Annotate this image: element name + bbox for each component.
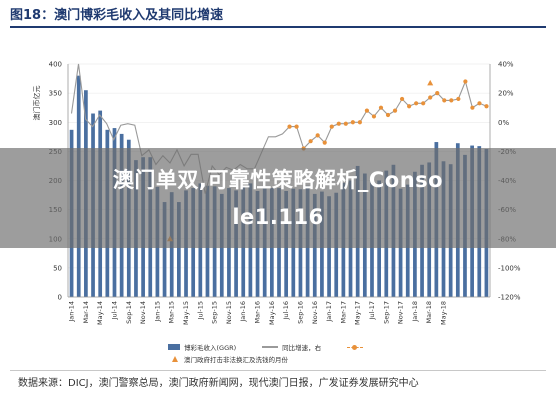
x-tick-label: Nov-17 bbox=[397, 301, 405, 324]
yoy-point bbox=[442, 98, 447, 103]
yoy-point bbox=[350, 120, 355, 125]
x-tick-label: Jul-16 bbox=[282, 301, 290, 320]
yoy-point bbox=[484, 104, 489, 109]
source-note: 数据来源：DICJ，澳门警察总局，澳门政府新闻网，现代澳门日报，广发证券发展研究… bbox=[18, 378, 419, 389]
yoy-point bbox=[378, 105, 384, 110]
y-axis-label: 澳门币亿元 bbox=[32, 86, 41, 121]
yoy-point bbox=[407, 104, 412, 109]
x-tick-label: May-18 bbox=[440, 301, 448, 325]
yoy-point bbox=[343, 121, 348, 126]
x-tick-label: Jan-18 bbox=[411, 301, 419, 323]
yoy-point bbox=[371, 114, 377, 119]
x-tick-label: Mar-18 bbox=[425, 301, 433, 323]
yoy-point bbox=[463, 79, 468, 84]
x-tick-label: Jul-14 bbox=[110, 301, 118, 320]
legend-item-yoy: 同比增速，右 bbox=[262, 342, 321, 352]
yoy-point bbox=[470, 105, 475, 110]
legend-item-event: 澳门政府打击非法换汇及洗钱的月份 bbox=[168, 354, 288, 364]
legend-triangle-icon bbox=[172, 356, 178, 362]
legend: 博彩毛收入(GGR) 同比增速，右 澳门政府打击非法换汇及洗钱的月份 bbox=[168, 341, 468, 365]
yoy-point bbox=[392, 108, 398, 113]
x-tick-label: Jan-14 bbox=[68, 301, 76, 323]
axes: 40035030025020015010050040%20%0%-20%-40%… bbox=[49, 61, 521, 325]
yoy-point bbox=[315, 133, 320, 138]
legend-label-yoy: 同比增速，右 bbox=[282, 344, 322, 352]
yoy-point bbox=[421, 101, 426, 106]
x-tick-label: May-15 bbox=[182, 301, 190, 325]
x-tick-label: Mar-17 bbox=[339, 301, 347, 323]
legend-bar-swatch bbox=[168, 344, 180, 350]
bar bbox=[162, 202, 167, 297]
y-tick-label: 50 bbox=[53, 264, 62, 272]
y-tick-label: 300 bbox=[49, 119, 62, 127]
banner-text-line1: 澳门单双,可靠性策略解析_Conso bbox=[112, 168, 444, 192]
y-tick-label: 350 bbox=[49, 90, 62, 98]
x-tick-label: Sep-15 bbox=[211, 301, 219, 324]
yoy-point bbox=[456, 96, 461, 102]
bar bbox=[177, 202, 181, 297]
yoy-point bbox=[329, 124, 334, 129]
chart-title: 图18：澳门博彩毛收入及其同比增速 bbox=[10, 8, 224, 23]
x-tick-label: Jan-15 bbox=[153, 301, 161, 323]
yoy-point bbox=[385, 112, 391, 118]
yoy-point bbox=[294, 124, 299, 129]
y2-tick-label: 20% bbox=[498, 90, 514, 98]
yoy-point bbox=[308, 139, 313, 144]
yoy-point bbox=[357, 120, 362, 125]
x-tick-label: Mar-14 bbox=[82, 301, 90, 323]
x-tick-label: Sep-16 bbox=[296, 301, 304, 324]
y2-tick-label: 0% bbox=[498, 119, 509, 127]
legend-item-dots bbox=[347, 344, 367, 350]
x-tick-label: May-16 bbox=[268, 301, 276, 325]
y2-tick-label: -120% bbox=[498, 294, 521, 302]
banner-text-line2: le1.116 bbox=[232, 205, 324, 229]
legend-line-swatch bbox=[262, 346, 279, 348]
legend-label-event: 澳门政府打击非法换汇及洗钱的月份 bbox=[184, 356, 288, 364]
x-tick-label: Jul-15 bbox=[196, 301, 204, 320]
source-divider bbox=[10, 370, 546, 371]
x-tick-label: Jan-17 bbox=[325, 301, 333, 323]
yoy-point bbox=[322, 140, 327, 145]
yoy-point bbox=[414, 101, 419, 106]
yoy-point bbox=[477, 101, 482, 106]
yoy-point bbox=[399, 96, 405, 102]
x-tick-label: Sep-17 bbox=[382, 301, 390, 324]
legend-item-ggr: 博彩毛收入(GGR) bbox=[168, 342, 236, 352]
y2-tick-label: 40% bbox=[498, 61, 514, 69]
x-tick-label: Jul-17 bbox=[368, 301, 376, 320]
title-divider bbox=[10, 26, 546, 28]
x-tick-label: Sep-14 bbox=[125, 301, 133, 324]
y-tick-label: 400 bbox=[49, 61, 62, 69]
x-tick-label: Jan-16 bbox=[239, 301, 247, 323]
x-tick-label: Nov-14 bbox=[139, 301, 147, 324]
yoy-point bbox=[364, 108, 370, 113]
x-tick-label: May-14 bbox=[96, 301, 104, 325]
x-tick-label: Mar-15 bbox=[168, 301, 176, 323]
y2-tick-label: -100% bbox=[498, 264, 521, 272]
x-tick-label: Nov-16 bbox=[311, 301, 319, 324]
legend-label-ggr: 博彩毛收入(GGR) bbox=[184, 344, 237, 352]
event-marker bbox=[427, 79, 434, 86]
legend-dot-swatch bbox=[347, 344, 364, 350]
yoy-point bbox=[336, 121, 341, 126]
yoy-point bbox=[428, 95, 433, 100]
x-tick-label: Nov-15 bbox=[225, 301, 233, 324]
x-tick-label: Mar-16 bbox=[254, 301, 262, 323]
watermark-banner bbox=[0, 148, 556, 248]
y-tick-label: 0 bbox=[58, 294, 62, 302]
yoy-point bbox=[435, 91, 440, 96]
x-tick-label: May-17 bbox=[354, 301, 362, 325]
yoy-point bbox=[287, 124, 292, 129]
yoy-point bbox=[449, 98, 454, 103]
